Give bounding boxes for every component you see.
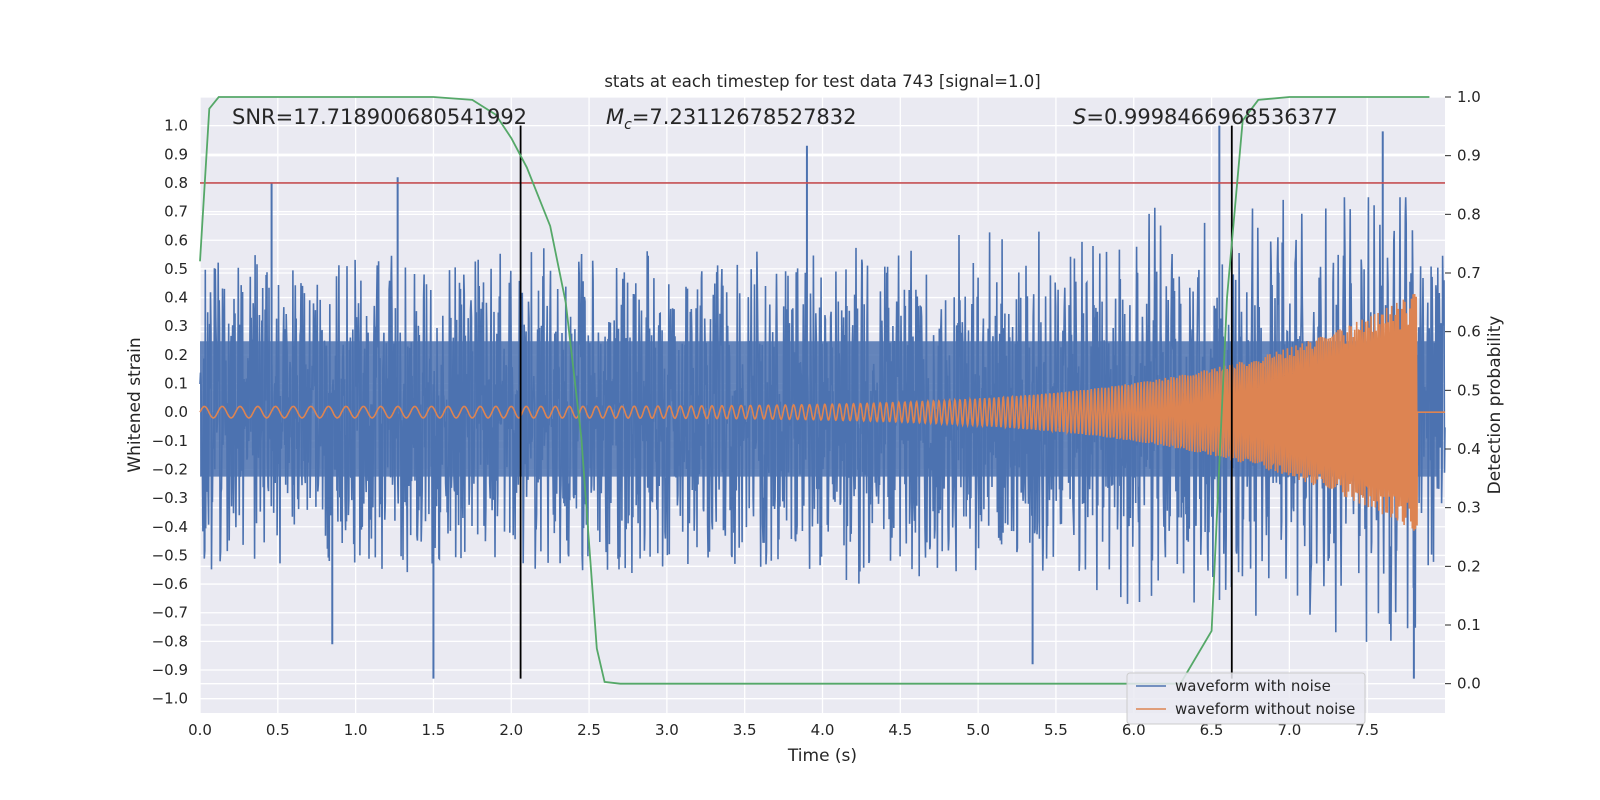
detection-probability-line: [199, 96, 1430, 685]
legend-box: [1126, 672, 1366, 725]
tick-labels: 0.0 0.5 1.0 1.5 2.0 2.5 3.0 3.5 4.0 4.5 5.0 5.5 6.0 6…: [152, 88, 1481, 739]
y-right-tick-label: 0.1: [1457, 616, 1481, 634]
x-tick-label: 0.5: [266, 721, 290, 739]
y-axis-label: Whitened strain: [125, 337, 145, 472]
y-right-tick-label: 0.9: [1457, 147, 1481, 165]
y-axis-right-label: Detection probability: [1485, 316, 1505, 495]
y-tick-label: 0.8: [164, 174, 188, 192]
y-right-tick-label: 0.5: [1457, 381, 1481, 399]
y-tick-label: 0.3: [164, 317, 188, 335]
y-tick-label: −0.3: [152, 489, 188, 507]
y-right-tick-label: 0.7: [1457, 264, 1481, 282]
y-tick-label: 0.7: [164, 203, 188, 221]
score-value: =0.9998466968536377: [1086, 105, 1337, 129]
y-tick-label: −0.8: [152, 632, 188, 650]
y-right-tick-label: 0.2: [1457, 557, 1481, 575]
y-tick-label: −0.4: [152, 518, 188, 536]
score-symbol: S: [1073, 105, 1086, 129]
y-tick-label: −0.6: [152, 575, 188, 593]
x-tick-label: 2.0: [499, 721, 523, 739]
x-tick-label: 5.0: [966, 721, 990, 739]
y-tick-label: 0.6: [164, 231, 188, 249]
y-right-tick-label: 1.0: [1457, 88, 1481, 106]
x-tick-label: 7.5: [1355, 721, 1379, 739]
y-tick-label: 0.2: [164, 346, 188, 364]
x-tick-label: 7.0: [1277, 721, 1301, 739]
score-annotation: S=0.9998466968536377: [1073, 105, 1338, 129]
clean-waveform-line: [199, 293, 1445, 531]
y-tick-label: 0.5: [164, 260, 188, 278]
y-tick-label: −0.7: [152, 604, 188, 622]
y-tick-label: 0.0: [164, 403, 188, 421]
x-tick-label: 6.5: [1200, 721, 1224, 739]
x-tick-label: 1.0: [344, 721, 368, 739]
y-tick-label: −1.0: [152, 690, 188, 708]
x-tick-label: 0.0: [188, 721, 212, 739]
x-tick-label: 4.5: [888, 721, 912, 739]
chirp-mass-subscript: c: [624, 117, 632, 133]
x-tick-label: 5.5: [1044, 721, 1068, 739]
y-tick-label: 0.9: [164, 145, 188, 163]
y-right-tick-label: 0.6: [1457, 323, 1481, 341]
x-tick-label: 3.5: [733, 721, 757, 739]
detection-probability-series: [199, 96, 1430, 685]
x-tick-label: 6.0: [1122, 721, 1146, 739]
x-tick-label: 2.5: [577, 721, 601, 739]
chirp-mass-value: =7.23112678527832: [632, 105, 857, 129]
x-tick-label: 4.0: [811, 721, 835, 739]
y-right-tick-label: 0.4: [1457, 440, 1481, 458]
chirp-mass-annotation: Mc=7.23112678527832: [606, 105, 857, 133]
y-tick-label: 0.4: [164, 289, 188, 307]
y-tick-label: −0.1: [152, 432, 188, 450]
y-right-tick-label: 0.3: [1457, 499, 1481, 517]
x-axis-label: Time (s): [787, 746, 857, 766]
y-right-tick-label: 0.0: [1457, 675, 1481, 693]
legend: waveform with noise waveform without noi…: [1126, 672, 1366, 725]
y-tick-label: −0.5: [152, 546, 188, 564]
y-tick-label: −0.2: [152, 460, 188, 478]
y-tick-label: −0.9: [152, 661, 188, 679]
y-tick-label: 1.0: [164, 117, 188, 135]
y-right-tick-label: 0.8: [1457, 205, 1481, 223]
x-tick-label: 3.0: [655, 721, 679, 739]
legend-label-clean: waveform without noise: [1175, 700, 1355, 718]
chirp-mass-symbol: M: [606, 105, 624, 129]
x-tick-label: 1.5: [422, 721, 446, 739]
clean-waveform-series: [199, 293, 1445, 531]
y-tick-label: 0.1: [164, 375, 188, 393]
legend-label-noise: waveform with noise: [1175, 677, 1331, 695]
chart-title: stats at each timestep for test data 743…: [604, 72, 1040, 91]
snr-annotation: SNR=17.718900680541992: [232, 105, 527, 129]
